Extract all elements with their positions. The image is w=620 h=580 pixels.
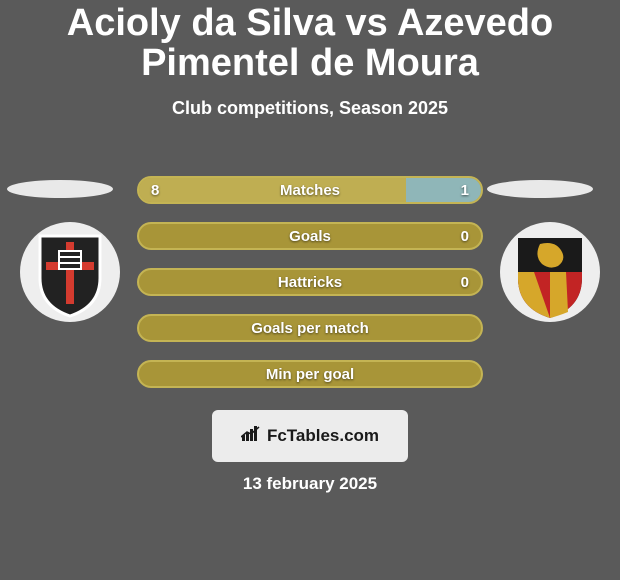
bar-label: Matches: [139, 178, 481, 202]
stat-bar: Goals per match: [137, 314, 483, 342]
club-right-shield-icon: [500, 222, 600, 322]
subtitle: Club competitions, Season 2025: [0, 98, 620, 119]
source-badge-text: FcTables.com: [267, 426, 379, 446]
bar-label: Goals: [139, 224, 481, 248]
bar-value-right: 1: [449, 178, 481, 202]
bar-label: Min per goal: [139, 362, 481, 386]
platform-left: [7, 180, 113, 198]
page-title: Acioly da Silva vs Azevedo Pimentel de M…: [0, 4, 620, 84]
bar-label: Hattricks: [139, 270, 481, 294]
club-left-shield-icon: [20, 222, 120, 322]
platform-right: [487, 180, 593, 198]
bar-value-right: 0: [449, 270, 481, 294]
club-badge-left: [20, 222, 120, 322]
date-text: 13 february 2025: [0, 474, 620, 494]
stat-bar: Hattricks0: [137, 268, 483, 296]
bar-value-left: 8: [139, 178, 171, 202]
bar-value-right: 0: [449, 224, 481, 248]
stat-bars: Matches81Goals0Hattricks0Goals per match…: [137, 176, 483, 388]
comparison-infographic: Acioly da Silva vs Azevedo Pimentel de M…: [0, 0, 620, 580]
stat-bar: Matches8 1: [137, 176, 483, 204]
bar-label: Goals per match: [139, 316, 481, 340]
club-badge-right: [500, 222, 600, 322]
source-badge: FcTables.com: [212, 410, 408, 462]
stat-bar: Goals0: [137, 222, 483, 250]
stat-bar: Min per goal: [137, 360, 483, 388]
bar-chart-icon: [241, 426, 261, 447]
